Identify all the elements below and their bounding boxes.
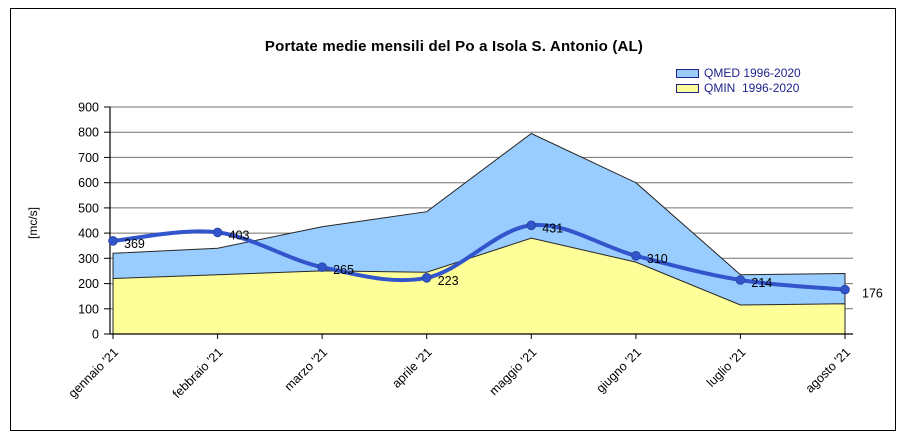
y-tick-label: 100 — [78, 302, 99, 316]
legend-item: QMIN 1996-2020 — [676, 81, 801, 96]
data-point-label: 431 — [542, 221, 563, 235]
data-point-label: 176 — [862, 287, 883, 301]
legend-swatch — [676, 84, 699, 93]
data-point-marker — [317, 262, 327, 273]
chart-title: Portate medie mensili del Po a Isola S. … — [264, 38, 644, 55]
data-point-marker — [735, 275, 746, 285]
legend-label: QMIN 1996-2020 — [704, 81, 800, 95]
x-tick-label: gennaio '21 — [66, 345, 121, 400]
y-tick-label: 600 — [78, 176, 99, 190]
data-point-marker — [840, 284, 850, 295]
x-tick-label: giugno '21 — [594, 345, 644, 395]
y-tick-label: 800 — [78, 126, 99, 140]
y-tick-label: 700 — [78, 151, 99, 165]
x-tick-label: aprile '21 — [389, 345, 435, 391]
y-tick-label: 300 — [78, 252, 99, 266]
data-point-label: 214 — [751, 276, 772, 290]
data-point-label: 369 — [124, 237, 145, 251]
legend-item: QMED 1996-2020 — [676, 66, 801, 81]
flow-line — [111, 222, 847, 292]
x-tick-label: agosto '21 — [803, 345, 853, 395]
data-point-marker — [212, 227, 223, 238]
data-point-label: 265 — [333, 263, 354, 277]
y-tick-label: 900 — [78, 101, 99, 115]
y-tick-label: 200 — [78, 277, 99, 291]
x-tick-label: marzo '21 — [282, 345, 330, 393]
legend: QMED 1996-2020 QMIN 1996-2020 — [676, 66, 801, 96]
data-point-marker — [631, 251, 641, 261]
x-tick-label: febbraio '21 — [170, 345, 226, 401]
data-point-label: 223 — [438, 274, 459, 288]
data-point-marker — [526, 220, 537, 231]
y-tick-label: 0 — [92, 328, 99, 342]
y-tick-label: 400 — [78, 227, 99, 241]
data-point-marker — [421, 273, 432, 283]
data-point-label: 310 — [647, 252, 668, 266]
legend-label: QMED 1996-2020 — [704, 66, 801, 80]
data-point-label: 403 — [229, 228, 250, 242]
legend-swatch — [676, 69, 699, 78]
x-tick-label: luglio '21 — [704, 345, 749, 390]
x-tick-label: maggio '21 — [487, 345, 540, 398]
y-tick-label: 500 — [78, 201, 99, 215]
data-point-marker — [108, 236, 118, 246]
